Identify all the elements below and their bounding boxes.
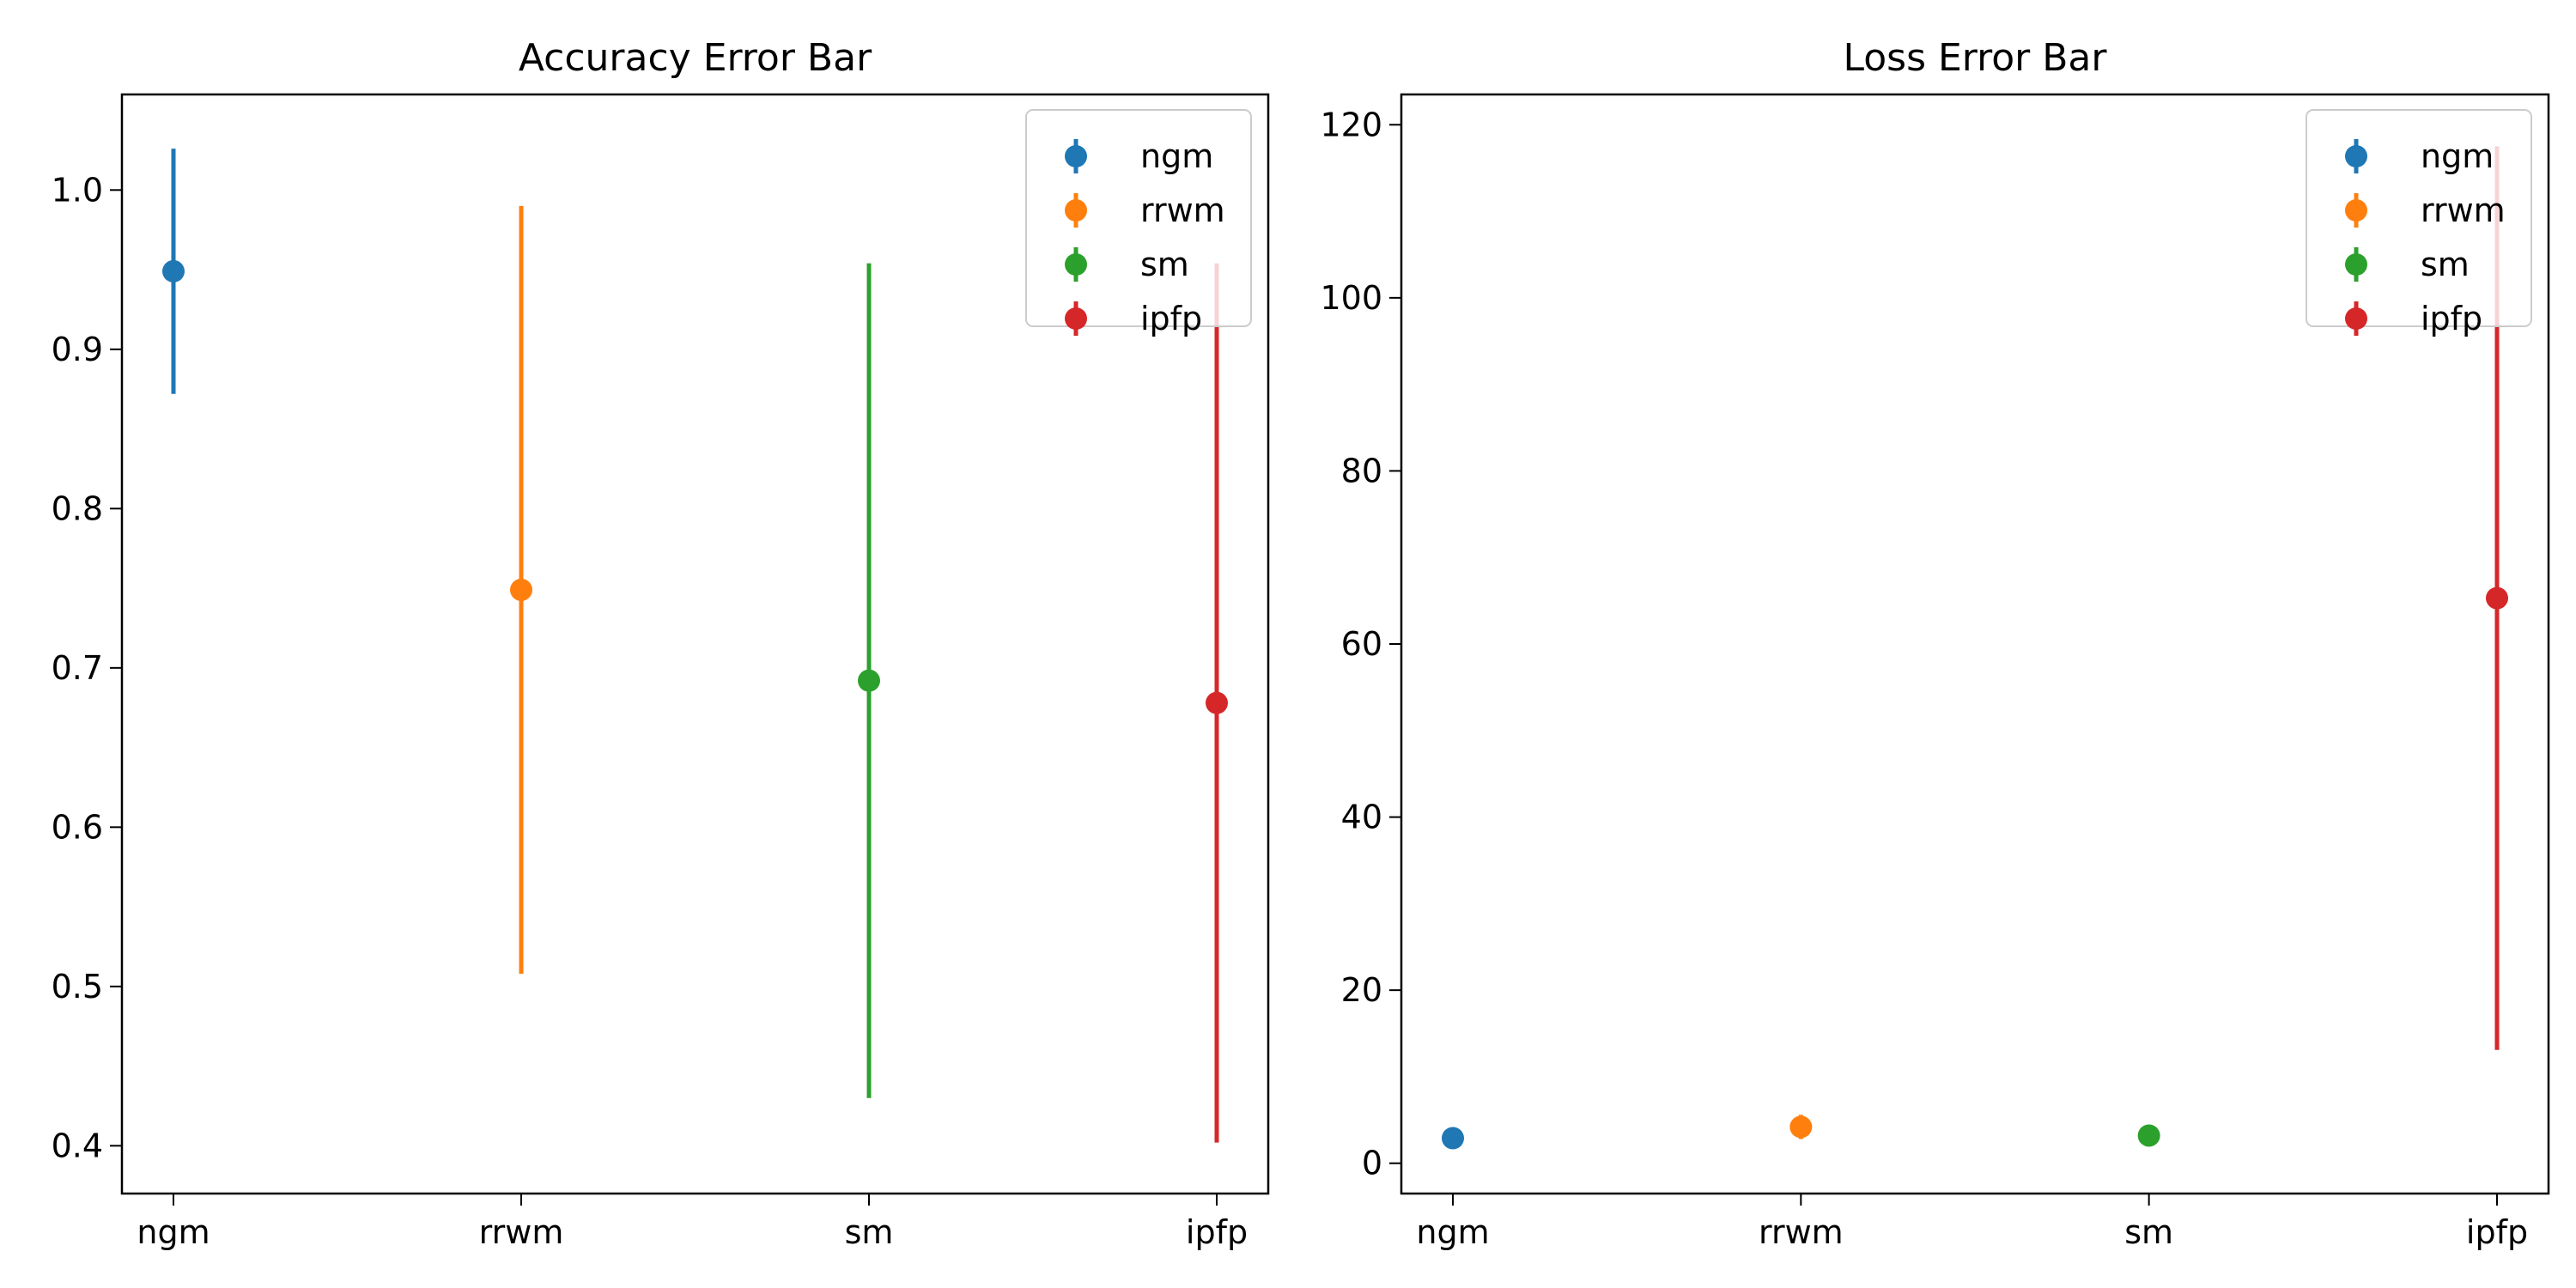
accuracy-ytick-label: 0.6 [52, 808, 103, 846]
loss-legend: ngm rrwm sm ipfp [2306, 109, 2532, 337]
accuracy-legend-label-sm: sm [1140, 246, 1189, 283]
loss-xtick-label: rrwm [1759, 1213, 1844, 1251]
loss-point-sm [2137, 1124, 2160, 1147]
accuracy-legend-marker-ngm [1065, 145, 1087, 167]
accuracy-legend-label-ipfp: ipfp [1140, 300, 1202, 337]
accuracy-legend-label-rrwm: rrwm [1140, 191, 1225, 229]
accuracy-legend-marker-ipfp [1065, 307, 1087, 330]
loss-ytick-label: 0 [1362, 1145, 1382, 1182]
loss-ytick-label: 120 [1320, 106, 1382, 143]
accuracy-legend-label-ngm: ngm [1140, 137, 1213, 175]
loss-ytick-label: 20 [1341, 971, 1382, 1009]
loss-xtick-label: ngm [1416, 1213, 1489, 1251]
loss-legend-marker-ngm [2345, 145, 2367, 167]
loss-axes-frame [1400, 93, 2550, 1195]
accuracy-point-ngm [162, 259, 185, 283]
accuracy-chart-title: Accuracy Error Bar [519, 36, 872, 80]
accuracy-point-rrwm [510, 578, 532, 601]
loss-ytick-label: 80 [1341, 452, 1382, 489]
loss-point-ipfp [2486, 586, 2508, 610]
accuracy-ytick-label: 0.7 [52, 649, 103, 687]
loss-legend-label-ngm: ngm [2421, 137, 2494, 175]
loss-point-rrwm [1789, 1115, 1813, 1139]
loss-legend-label-ipfp: ipfp [2421, 300, 2482, 337]
loss-legend-label-rrwm: rrwm [2421, 191, 2506, 229]
loss-legend-marker-sm [2345, 253, 2367, 276]
loss-point-ngm [1442, 1127, 1464, 1150]
loss-ytick-label: 40 [1341, 799, 1382, 836]
accuracy-ytick-label: 0.4 [52, 1127, 103, 1164]
accuracy-point-ipfp [1206, 691, 1228, 714]
accuracy-xtick-label: sm [845, 1213, 894, 1251]
loss-chart-title: Loss Error Bar [1844, 36, 2108, 80]
loss-chart-panel: Loss Error Bar 0 20 40 60 80 100 120 ngm rrwm sm i… [1320, 36, 2550, 1251]
accuracy-xtick-label: rrwm [479, 1213, 564, 1251]
loss-legend-label-sm: sm [2421, 246, 2470, 283]
accuracy-xtick-label: ngm [137, 1213, 210, 1251]
accuracy-legend-marker-sm [1065, 253, 1087, 276]
accuracy-ytick-label: 1.0 [52, 171, 103, 209]
loss-ytick-label: 100 [1320, 279, 1382, 317]
accuracy-xtick-label: ipfp [1186, 1213, 1248, 1251]
accuracy-ytick-label: 0.8 [52, 489, 103, 527]
accuracy-chart-panel: Accuracy Error Bar 0.4 0.5 0.6 0.7 0.8 0.9 1.0… [52, 36, 1270, 1251]
accuracy-legend-marker-rrwm [1065, 199, 1087, 222]
accuracy-axes-frame [120, 93, 1270, 1195]
loss-xtick-label: ipfp [2466, 1213, 2528, 1251]
loss-legend-marker-rrwm [2345, 199, 2367, 222]
accuracy-ytick-label: 0.5 [52, 968, 103, 1005]
accuracy-legend: ngm rrwm sm ipfp [1025, 109, 1252, 337]
loss-legend-marker-ipfp [2345, 307, 2367, 330]
accuracy-ytick-label: 0.9 [52, 331, 103, 368]
loss-ytick-label: 60 [1341, 625, 1382, 663]
accuracy-point-sm [858, 669, 880, 692]
loss-xtick-label: sm [2124, 1213, 2173, 1251]
